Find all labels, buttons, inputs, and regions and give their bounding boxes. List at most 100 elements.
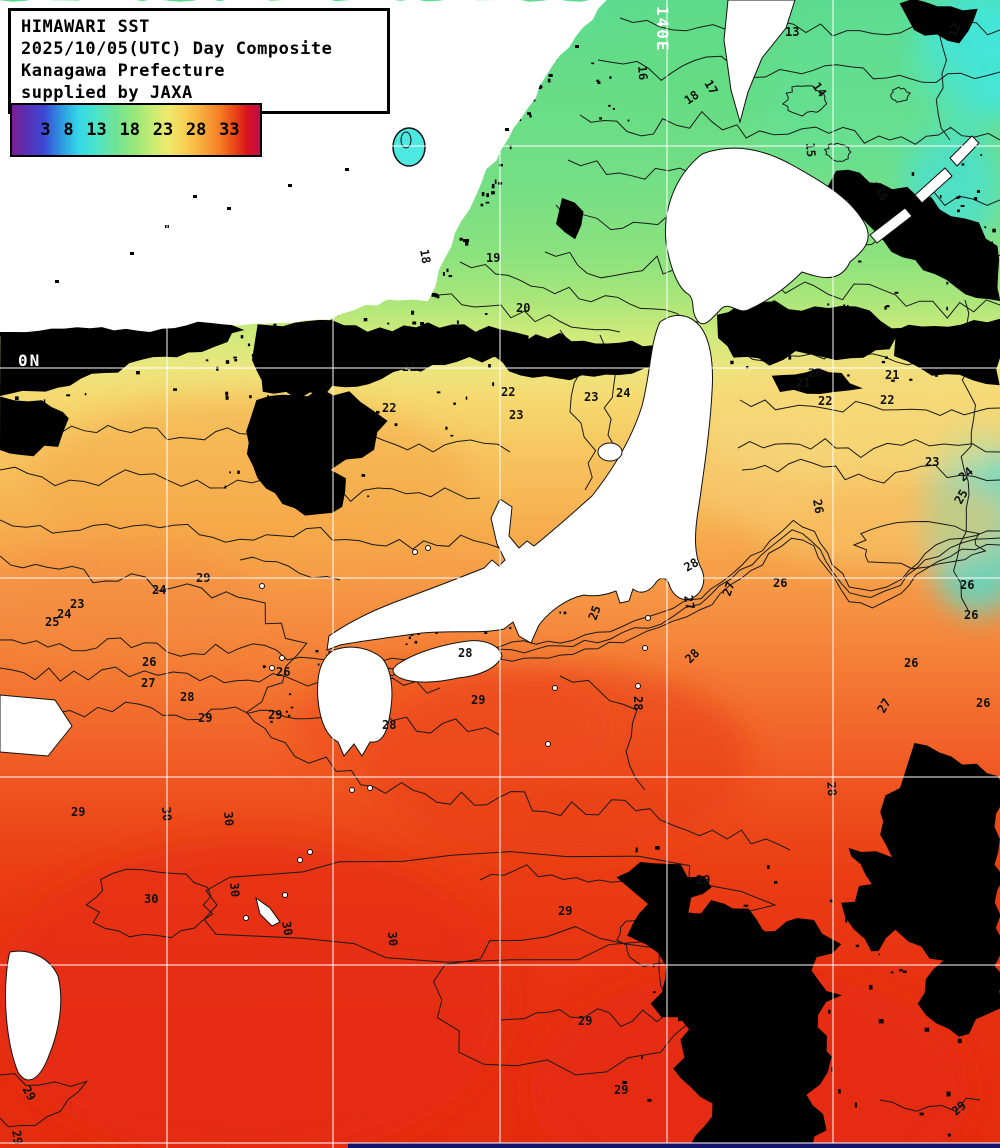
isotherm-line <box>559 675 646 791</box>
isotherm-label: 29 <box>9 1129 25 1146</box>
cloud-se-main <box>616 862 842 1148</box>
land-kuril-1 <box>869 207 913 244</box>
title-box: HIMAWARI SST 2025/10/05(UTC) Day Composi… <box>8 8 390 114</box>
grid-labels: 0N 140E <box>18 6 672 370</box>
isotherm-line <box>879 1097 981 1113</box>
sst-patch-front-north-band <box>750 474 1000 566</box>
isotherm-label: 15 <box>803 142 818 158</box>
small-island <box>545 741 551 747</box>
cloud-primorye-blob <box>556 198 584 240</box>
isotherm-label: 30 <box>144 892 158 906</box>
isotherm-label: 21 <box>796 376 810 390</box>
isotherm-label: 22 <box>501 385 515 399</box>
small-island <box>412 549 418 555</box>
isotherm-label: 30 <box>279 920 295 937</box>
cloud-japan-sea-streak <box>252 319 529 400</box>
small-island <box>642 645 648 651</box>
isotherm-label: 22 <box>382 401 396 415</box>
land-sado <box>597 442 623 462</box>
isotherm-label: 18 <box>417 248 433 265</box>
colorbar-ticks: 3 8 13 18 23 28 33 <box>12 105 260 155</box>
isotherm-label: 26 <box>142 655 156 669</box>
colorbar-tick: 18 <box>119 120 140 140</box>
isotherm-label: 22 <box>880 393 894 407</box>
land-taiwan <box>5 950 62 1081</box>
isotherm-label: 26 <box>960 578 974 592</box>
isotherm-label: 29 <box>198 711 212 725</box>
small-island <box>425 545 431 551</box>
isotherm-label: 30 <box>385 931 400 947</box>
small-island <box>259 583 265 589</box>
title-date: 2025/10/05(UTC) Day Composite <box>21 39 333 59</box>
isotherm-label: 25 <box>951 487 970 507</box>
isotherm-loop <box>890 86 911 103</box>
isotherm-label: 25 <box>45 615 59 629</box>
cloud-top-right <box>899 0 978 44</box>
colorbar: 3 8 13 18 23 28 33 <box>10 103 262 157</box>
title-region: Kanagawa Prefecture <box>21 61 225 81</box>
map-bottom-edge <box>348 1143 1000 1148</box>
isotherm-label: 13 <box>785 25 799 39</box>
isotherm-label: 26 <box>810 498 826 515</box>
small-island <box>552 685 558 691</box>
isotherm-label: 28 <box>180 690 194 704</box>
isotherm-label: 28 <box>631 696 645 710</box>
isotherm-label: 16 <box>635 65 650 81</box>
colorbar-tick: 13 <box>86 120 107 140</box>
cloud-east-tohoku <box>717 301 904 366</box>
cloud-east-patch <box>771 368 863 394</box>
isotherm-label: 26 <box>276 665 290 679</box>
small-island <box>243 915 249 921</box>
grid-label-0N: 0N <box>18 351 41 370</box>
isotherm-line <box>0 1073 89 1128</box>
isotherm-loop <box>433 926 695 1076</box>
sst-patch-south-west-red <box>0 840 510 1148</box>
small-island <box>297 857 303 863</box>
land-kyushu <box>317 646 393 757</box>
small-island <box>279 655 285 661</box>
cold-eddy-patch <box>392 127 426 167</box>
isotherm-label: 29 <box>578 1014 592 1028</box>
colorbar-gradient <box>12 105 260 155</box>
title-product: HIMAWARI SST <box>21 17 150 37</box>
isotherm-label: 28 <box>458 646 472 660</box>
isotherm-label: 27 <box>681 594 697 611</box>
land-hokkaido <box>664 147 869 325</box>
land-sakhalin <box>723 0 796 124</box>
cloud-left-edge <box>0 396 69 457</box>
isotherm-label: 23 <box>70 597 84 611</box>
colorbar-tick: 8 <box>63 120 74 140</box>
colorbar-tick: 3 <box>40 120 51 140</box>
cloud-se-arm <box>841 743 1000 1037</box>
isotherm-label: 20 <box>808 366 822 380</box>
isotherm-label: 27 <box>874 696 893 716</box>
isotherm-line <box>929 19 951 141</box>
isotherm-label: 17 <box>701 78 720 98</box>
isotherm-label: 23 <box>509 408 523 422</box>
small-island <box>269 665 275 671</box>
small-island <box>645 615 651 621</box>
isotherm-label: 23 <box>925 455 939 469</box>
isotherm-label: 26 <box>964 608 978 622</box>
colorbar-tick: 33 <box>219 120 240 140</box>
isotherm-label: 28 <box>382 718 396 732</box>
colorbar-tick: 28 <box>185 120 207 140</box>
grid-label-140E: 140E <box>653 6 672 53</box>
isotherm-label: 27 <box>141 676 155 690</box>
small-island <box>635 683 641 689</box>
isotherm-label: 21 <box>402 360 416 374</box>
isotherm-line <box>741 458 1000 484</box>
isotherm-line <box>499 1008 681 1028</box>
isotherm-label: 12 <box>946 21 964 39</box>
isotherm-label: 29 <box>19 1084 38 1104</box>
isotherm-label: 29 <box>471 693 485 707</box>
isotherm-loop <box>823 142 852 162</box>
isotherm-label: 22 <box>818 394 832 408</box>
isotherm-line <box>239 556 341 581</box>
isotherm-line <box>0 699 501 736</box>
land-honshu <box>326 315 713 651</box>
